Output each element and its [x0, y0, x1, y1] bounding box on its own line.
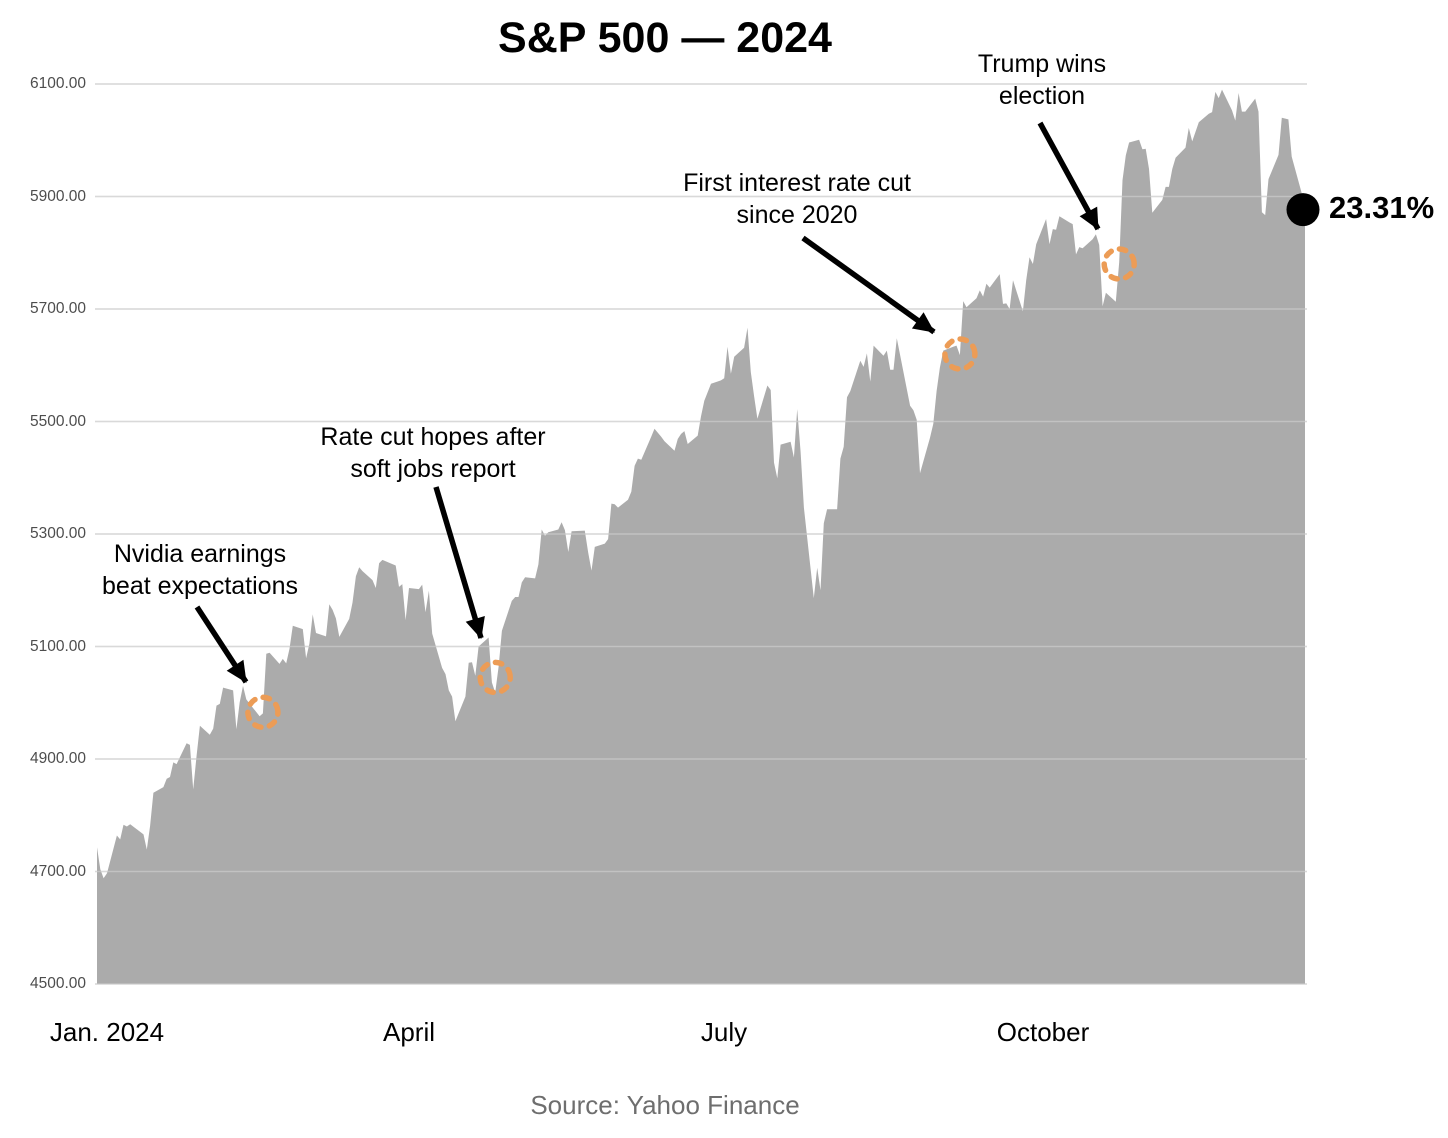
annotation-text-line: Nvidia earnings — [113, 540, 287, 568]
y-axis-label: 5300.00 — [29, 525, 86, 542]
annotation-text-line: since 2020 — [736, 201, 858, 229]
annotation-text-line: Trump wins — [977, 50, 1107, 78]
annotation-label-election: Trump wins election — [978, 48, 1106, 112]
x-axis-label: July — [700, 1017, 748, 1047]
annotation-arrow-rate-cut — [801, 235, 936, 335]
ytd-return-label: 23.31% — [1329, 189, 1435, 225]
annotation-circle-rate-cut — [942, 336, 978, 372]
y-axis-label: 5900.00 — [29, 187, 86, 205]
annotation-text-line: First interest rate cut — [683, 169, 911, 197]
annotation-label-soft-jobs: Rate cut hopes after soft jobs report — [320, 421, 545, 485]
annotation-text-line: Rate cut hopes after — [320, 423, 546, 451]
y-axis-label: 5700.00 — [29, 300, 86, 317]
annotation-arrow-nvidia — [194, 605, 249, 684]
x-axis-label: October — [996, 1017, 1090, 1047]
annotation-circle-election — [1101, 246, 1137, 282]
y-axis-label: 4500.00 — [29, 975, 86, 992]
annotation-text-line: beat expectations — [102, 572, 298, 600]
annotation-arrow-election — [1037, 121, 1101, 231]
y-axis-label: 5500.00 — [29, 412, 86, 430]
end-dot — [1286, 193, 1320, 227]
annotation-label-nvidia: Nvidia earnings beat expectations — [102, 538, 298, 602]
source-caption: Source: Yahoo Finance — [530, 1090, 800, 1120]
x-axis-label: April — [382, 1017, 435, 1047]
gridlines-over — [95, 83, 1307, 985]
y-axis-label: 4900.00 — [29, 750, 86, 767]
annotation-circle-nvidia — [245, 694, 281, 731]
x-axis-label: Jan. 2024 — [49, 1017, 165, 1047]
annotation-arrow-soft-jobs — [433, 486, 485, 639]
annotation-text-line: soft jobs report — [350, 455, 516, 483]
y-axis-label: 4700.00 — [29, 862, 86, 880]
y-axis-label: 5100.00 — [29, 637, 86, 655]
y-axis-label: 6100.00 — [29, 75, 86, 92]
annotation-circle-soft-jobs — [477, 659, 513, 696]
annotation-text-line: election — [998, 82, 1086, 110]
area-series — [97, 89, 1305, 985]
annotation-label-rate-cut: First interest rate cut since 2020 — [683, 167, 911, 231]
chart-title: S&P 500 — 2024 — [498, 14, 832, 62]
